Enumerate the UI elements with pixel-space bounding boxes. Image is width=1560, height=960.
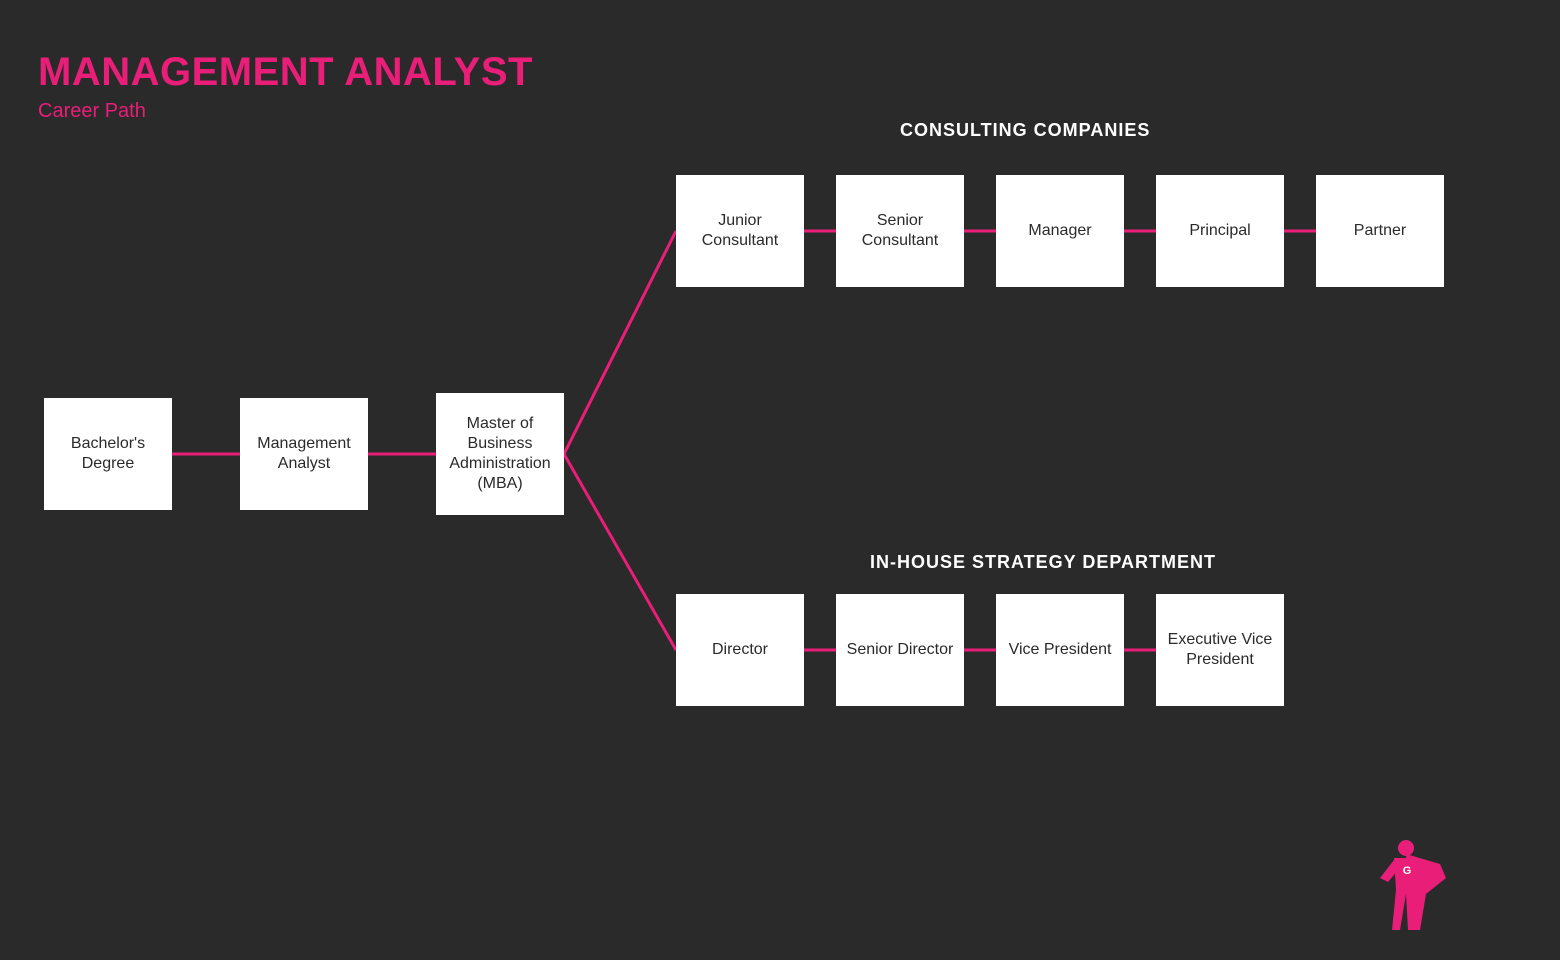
page-subtitle: Career Path — [38, 100, 146, 123]
edges-layer — [0, 0, 1560, 960]
node-analyst: Management Analyst — [240, 398, 368, 510]
node-evp: Executive Vice President — [1156, 594, 1284, 706]
node-mba: Master of Business Administration (MBA) — [436, 393, 564, 515]
branch-label-consulting: CONSULTING COMPANIES — [900, 120, 1150, 141]
branch-label-inhouse: IN-HOUSE STRATEGY DEPARTMENT — [870, 552, 1216, 573]
edge-mba-director — [564, 454, 676, 650]
node-partner: Partner — [1316, 175, 1444, 287]
node-sr_director: Senior Director — [836, 594, 964, 706]
brand-logo-icon: G — [1370, 834, 1450, 939]
node-director: Director — [676, 594, 804, 706]
node-sr_consult: Senior Consultant — [836, 175, 964, 287]
svg-text:G: G — [1403, 865, 1412, 877]
diagram-canvas: MANAGEMENT ANALYST Career Path CONSULTIN… — [0, 0, 1560, 960]
node-principal: Principal — [1156, 175, 1284, 287]
node-vp: Vice President — [996, 594, 1124, 706]
node-bachelors: Bachelor's Degree — [44, 398, 172, 510]
node-manager: Manager — [996, 175, 1124, 287]
node-jr_consult: Junior Consultant — [676, 175, 804, 287]
page-title: MANAGEMENT ANALYST — [38, 50, 533, 95]
edge-mba-jr_consult — [564, 231, 676, 454]
